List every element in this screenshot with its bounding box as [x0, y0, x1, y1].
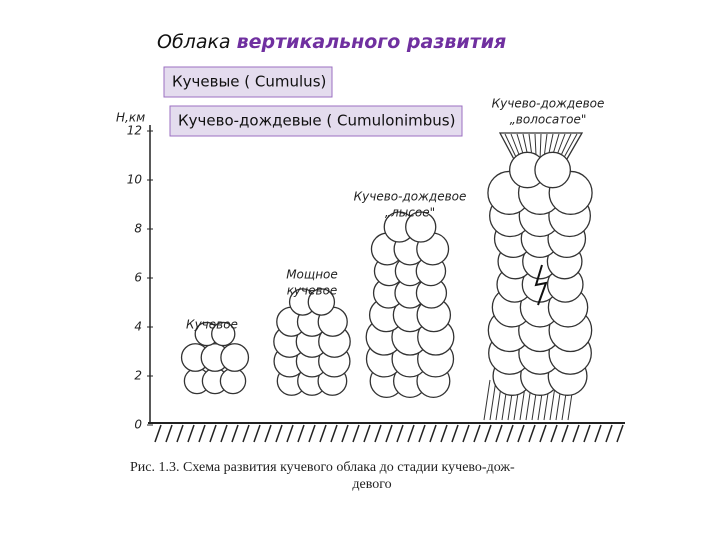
- hatch-line: [517, 424, 525, 443]
- cloud-label: Мощное: [286, 268, 338, 282]
- hatch-line: [506, 424, 514, 443]
- lightning: [534, 264, 548, 306]
- hatch-line: [352, 424, 360, 443]
- axis-label: Н,км: [116, 111, 145, 125]
- hatch-line: [209, 424, 217, 443]
- hatch-line: [198, 424, 206, 443]
- tick-label: 6: [134, 271, 142, 285]
- legend-cumulus: Кучевые ( Cumulus): [172, 73, 326, 91]
- hatch-line: [154, 424, 162, 443]
- hatch-line: [385, 424, 393, 443]
- clouds: [180, 132, 593, 421]
- cloud-label: Кучево-дождевое: [492, 97, 605, 111]
- hatch-line: [396, 424, 404, 443]
- legend-box: [169, 105, 463, 137]
- hatch-line: [275, 424, 283, 443]
- hatch-line: [165, 424, 173, 443]
- hatch-line: [605, 424, 613, 443]
- hatch-line: [429, 424, 437, 443]
- hatch-line: [484, 424, 492, 443]
- caption: Рис. 1.3. Схема развития кучевого облака…: [130, 460, 515, 475]
- cloud-label: Кучевое: [186, 318, 238, 332]
- cloud-puff: [220, 343, 250, 372]
- hatch-line: [319, 424, 327, 443]
- hatch-line: [418, 424, 426, 443]
- cloud-puff: [211, 321, 236, 347]
- cloud-label: кучевое: [287, 284, 338, 298]
- cloud-puff: [219, 367, 247, 395]
- tick-label: 12: [127, 124, 142, 138]
- hatch-line: [187, 424, 195, 443]
- hatch-line: [264, 424, 272, 443]
- hatch-line: [561, 424, 569, 443]
- hatch-line: [308, 424, 316, 443]
- hatch-line: [528, 424, 536, 443]
- hatch-line: [572, 424, 580, 443]
- hatch-line: [594, 424, 602, 443]
- hatch-line: [440, 424, 448, 443]
- hatch-line: [539, 424, 547, 443]
- hatch-line: [407, 424, 415, 443]
- hatch-line: [253, 424, 261, 443]
- hatch-line: [341, 424, 349, 443]
- hatch-line: [176, 424, 184, 443]
- title-emphasis: вертикального развития: [237, 31, 507, 53]
- hatch-line: [242, 424, 250, 443]
- tick-label: 0: [134, 418, 142, 432]
- rain: [483, 379, 491, 421]
- tick-label: 10: [127, 173, 143, 187]
- legend-box: [163, 66, 333, 98]
- hatch-line: [616, 424, 624, 443]
- hatch-line: [495, 424, 503, 443]
- rain: [489, 379, 497, 421]
- hatch-line: [451, 424, 459, 443]
- hatch-line: [583, 424, 591, 443]
- cloud-label: „волосатое": [510, 113, 587, 127]
- hatch-line: [330, 424, 338, 443]
- hatch-line: [550, 424, 558, 443]
- hatch-line: [286, 424, 294, 443]
- cloud-puff: [534, 151, 572, 189]
- tick-label: 2: [134, 369, 142, 383]
- caption: девого: [352, 477, 391, 492]
- tick-label: 8: [134, 222, 142, 236]
- cloud-puff: [405, 211, 437, 243]
- tick-label: 4: [134, 320, 142, 334]
- hatch-line: [462, 424, 470, 443]
- ground-hatching: [154, 424, 624, 443]
- hatch-line: [297, 424, 305, 443]
- title-prefix: Облака: [157, 31, 231, 53]
- cloud-puff: [307, 288, 336, 316]
- hatch-line: [374, 424, 382, 443]
- hatch-line: [473, 424, 481, 443]
- hatch-line: [363, 424, 371, 443]
- hatch-line: [220, 424, 228, 443]
- hatch-line: [231, 424, 239, 443]
- title: Облака вертикального развития: [157, 31, 506, 53]
- legend-cumulonimbus: Кучево-дождевые ( Cumulonimbus): [178, 112, 455, 130]
- cloud-label: „лысое": [385, 206, 435, 220]
- cloud-label: Кучево-дождевое: [354, 190, 467, 204]
